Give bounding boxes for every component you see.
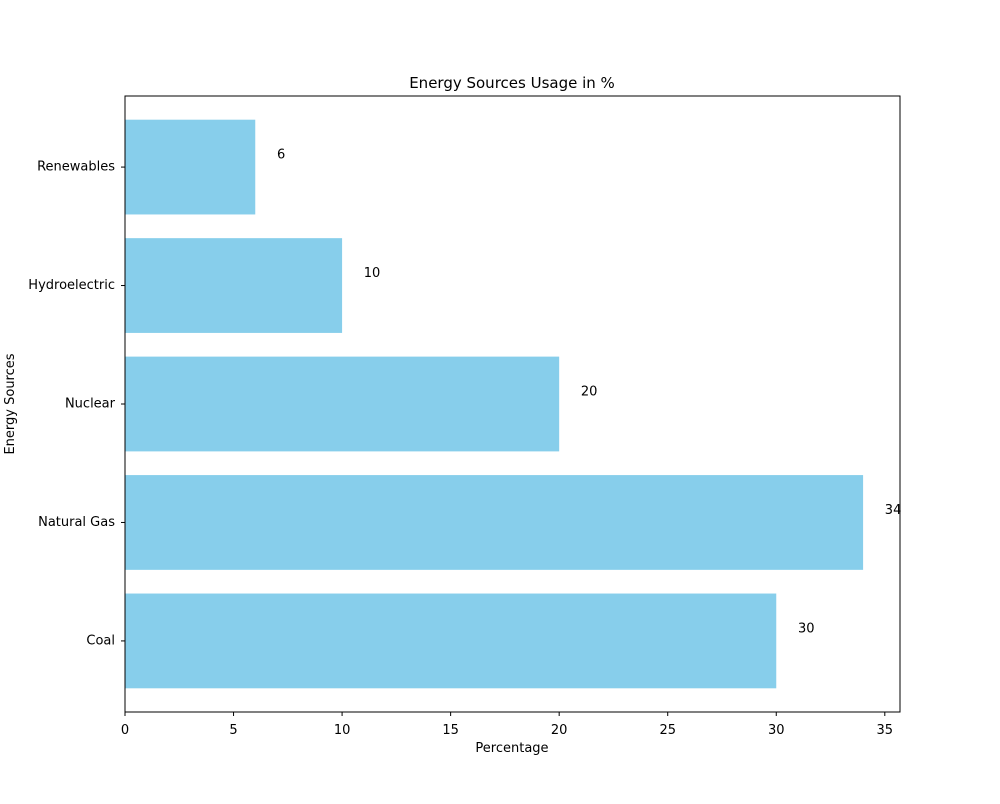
bar-hydroelectric [125, 238, 343, 333]
x-tick-label-20: 20 [551, 723, 568, 738]
y-tick-label-nuclear: Nuclear [65, 397, 116, 412]
y-axis: Coal Natural Gas Nuclear Hydroelectric Renew… [28, 160, 125, 648]
y-tick-label-coal: Coal [86, 633, 115, 648]
data-label-renewables: 6 [277, 148, 285, 163]
bar-nuclear [125, 356, 560, 452]
bar-coal [125, 593, 777, 689]
data-labels-layer: 30 34 20 10 6 [277, 148, 901, 637]
y-tick-label-renewables: Renewables [37, 160, 115, 175]
bar-natural-gas [125, 475, 864, 570]
data-label-natural-gas: 34 [885, 503, 902, 518]
x-axis: 0 5 10 15 20 25 30 35 [121, 712, 893, 738]
data-label-coal: 30 [798, 621, 815, 636]
chart-title: Energy Sources Usage in % [409, 74, 615, 92]
x-axis-label: Percentage [475, 741, 548, 756]
x-tick-label-5: 5 [229, 723, 237, 738]
x-tick-label-0: 0 [121, 723, 129, 738]
x-tick-label-30: 30 [768, 723, 785, 738]
bar-renewables [125, 119, 256, 215]
x-tick-label-25: 25 [659, 723, 676, 738]
data-label-nuclear: 20 [581, 385, 598, 400]
data-label-hydroelectric: 10 [364, 266, 381, 281]
bars-layer [125, 119, 864, 689]
y-tick-label-hydroelectric: Hydroelectric [28, 278, 115, 293]
x-tick-label-15: 15 [442, 723, 459, 738]
y-tick-label-natural-gas: Natural Gas [38, 515, 115, 530]
y-axis-label: Energy Sources [3, 353, 18, 454]
x-tick-label-35: 35 [877, 723, 894, 738]
x-tick-label-10: 10 [334, 723, 351, 738]
